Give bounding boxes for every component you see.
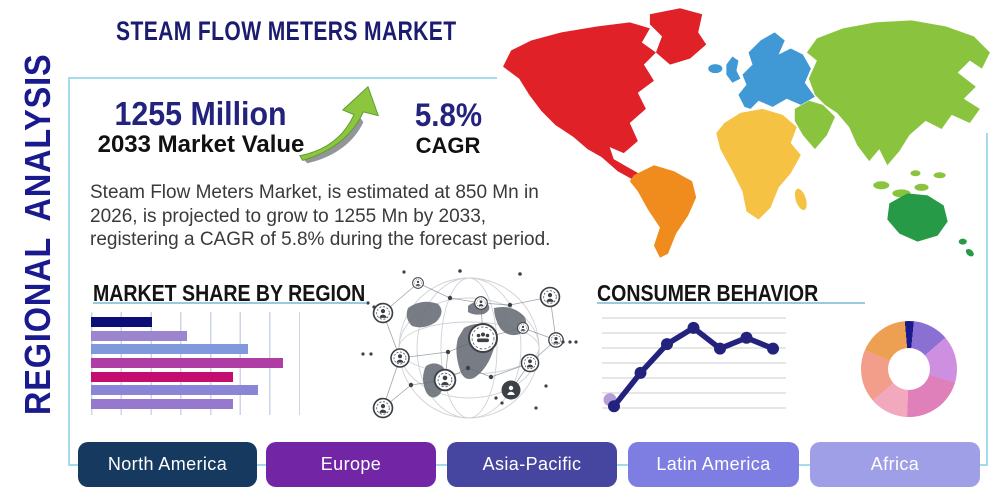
consumer-behavior-underline xyxy=(597,302,865,304)
market-value-label: 2033 Market Value xyxy=(97,131,305,158)
market-share-heading: MARKET SHARE BY REGION xyxy=(93,280,366,306)
consumer-behavior-heading: CONSUMER BEHAVIOR xyxy=(597,280,819,306)
network-dots xyxy=(361,269,578,410)
world-map xyxy=(497,2,1000,264)
button-latin-america[interactable]: Latin America xyxy=(628,442,799,487)
map-region-north-america xyxy=(503,22,656,182)
map-region-new-zealand xyxy=(958,238,974,257)
globe-mesh xyxy=(398,277,540,419)
map-region-south-america xyxy=(629,165,697,258)
button-africa[interactable]: Africa xyxy=(810,442,980,487)
region-donut-chart xyxy=(861,321,957,417)
globe-network-graphic xyxy=(360,266,578,432)
cagr-label: CAGR xyxy=(415,133,481,158)
bar-segment xyxy=(91,344,248,355)
map-region-se-asia-islands xyxy=(873,170,946,198)
frame-left-line xyxy=(68,77,70,465)
map-region-europe xyxy=(738,32,815,109)
map-region-asia xyxy=(806,20,990,166)
donut-hole xyxy=(888,348,930,390)
market-value: 1255 Million xyxy=(114,95,288,132)
bar-segment xyxy=(91,371,234,382)
bar-segment xyxy=(91,385,259,396)
network-person-nodes xyxy=(372,277,564,419)
button-europe[interactable]: Europe xyxy=(266,442,436,487)
market-share-bar-chart xyxy=(91,312,300,415)
map-region-greenland xyxy=(649,8,707,65)
map-region-madagascar xyxy=(794,188,807,211)
cagr-block: 5.8% CAGR xyxy=(400,96,496,158)
growth-arrow-icon xyxy=(298,84,382,164)
bar-segment xyxy=(91,398,234,409)
side-vertical-label: REGIONAL ANALYSIS xyxy=(17,53,58,416)
map-region-uk xyxy=(726,56,741,83)
market-value-block: 1255 Million 2033 Market Value xyxy=(85,96,317,158)
frame-right-line xyxy=(986,133,988,465)
market-share-underline xyxy=(93,302,366,304)
page-title: STEAM FLOW METERS MARKET xyxy=(116,16,457,46)
frame-top-line xyxy=(68,77,497,79)
map-region-australia xyxy=(887,193,948,242)
market-description: Steam Flow Meters Market, is estimated a… xyxy=(90,182,551,250)
map-region-africa xyxy=(716,108,801,220)
button-north-america[interactable]: North America xyxy=(78,442,257,487)
map-region-iceland xyxy=(708,64,723,74)
bar-segment xyxy=(91,357,284,368)
bar-segment xyxy=(91,330,188,341)
bar-segment xyxy=(91,317,152,327)
cagr-value: 5.8% xyxy=(414,97,482,133)
button-asia-pacific[interactable]: Asia-Pacific xyxy=(447,442,617,487)
consumer-behavior-line-chart xyxy=(600,312,788,415)
map-region-middle-east xyxy=(794,100,836,150)
